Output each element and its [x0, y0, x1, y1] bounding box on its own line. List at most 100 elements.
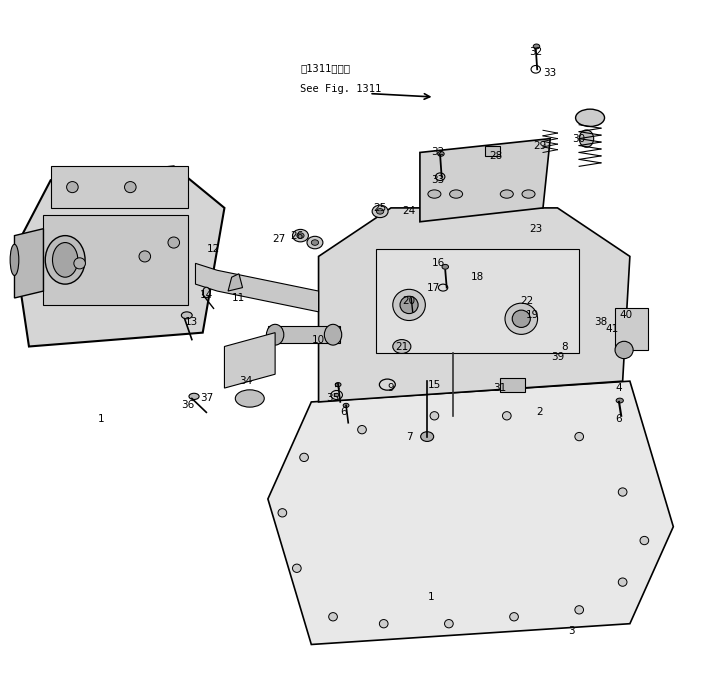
- Ellipse shape: [513, 310, 530, 328]
- Ellipse shape: [300, 453, 308, 462]
- Text: 29: 29: [533, 141, 546, 150]
- Bar: [376, 249, 579, 353]
- Ellipse shape: [307, 236, 323, 249]
- Polygon shape: [14, 229, 43, 298]
- Ellipse shape: [45, 236, 85, 284]
- Ellipse shape: [442, 265, 448, 270]
- Ellipse shape: [500, 190, 513, 198]
- Text: 27: 27: [272, 234, 285, 244]
- Ellipse shape: [292, 564, 301, 572]
- Polygon shape: [224, 333, 275, 388]
- Text: 32: 32: [432, 148, 445, 157]
- Ellipse shape: [400, 296, 418, 313]
- Bar: [51, 166, 188, 208]
- Text: 6: 6: [615, 414, 623, 424]
- Polygon shape: [319, 208, 630, 402]
- Text: 4: 4: [615, 383, 623, 393]
- Bar: [615, 308, 648, 350]
- Ellipse shape: [392, 340, 411, 353]
- Ellipse shape: [139, 251, 151, 262]
- Text: 3: 3: [568, 626, 576, 635]
- Ellipse shape: [181, 312, 193, 319]
- Ellipse shape: [640, 536, 649, 545]
- Ellipse shape: [618, 488, 627, 496]
- Text: 16: 16: [432, 258, 445, 268]
- Ellipse shape: [522, 190, 535, 198]
- Text: 15: 15: [428, 380, 441, 389]
- Bar: [43, 215, 188, 305]
- Ellipse shape: [379, 620, 388, 628]
- Text: 41: 41: [605, 324, 618, 334]
- Text: 1: 1: [427, 593, 434, 602]
- Ellipse shape: [343, 403, 349, 407]
- Text: 18: 18: [471, 272, 484, 282]
- Ellipse shape: [324, 324, 342, 345]
- Ellipse shape: [297, 233, 304, 238]
- Ellipse shape: [437, 151, 444, 157]
- Text: 36: 36: [182, 401, 195, 410]
- Text: 19: 19: [526, 310, 539, 320]
- Ellipse shape: [125, 182, 136, 193]
- Ellipse shape: [10, 245, 19, 275]
- Ellipse shape: [510, 613, 518, 621]
- Ellipse shape: [615, 341, 633, 359]
- Ellipse shape: [575, 606, 584, 614]
- Ellipse shape: [533, 44, 540, 49]
- Ellipse shape: [428, 190, 441, 198]
- Ellipse shape: [334, 393, 339, 396]
- Ellipse shape: [430, 412, 439, 420]
- Text: 1: 1: [98, 414, 105, 424]
- Ellipse shape: [203, 288, 210, 298]
- Text: 10: 10: [312, 335, 325, 344]
- Text: 38: 38: [594, 317, 607, 327]
- Bar: [500, 378, 525, 392]
- Text: 22: 22: [521, 297, 534, 306]
- Text: 31: 31: [493, 383, 506, 393]
- Ellipse shape: [74, 258, 85, 269]
- Text: 14: 14: [200, 290, 213, 299]
- Ellipse shape: [278, 509, 287, 517]
- Text: 9: 9: [387, 383, 395, 393]
- Text: 7: 7: [405, 432, 413, 441]
- Text: 39: 39: [551, 352, 564, 362]
- Text: 30: 30: [573, 134, 586, 143]
- Ellipse shape: [235, 389, 264, 407]
- Text: 5: 5: [333, 383, 340, 393]
- Ellipse shape: [52, 243, 78, 277]
- Ellipse shape: [616, 398, 623, 403]
- Text: 24: 24: [403, 207, 416, 216]
- Polygon shape: [195, 263, 319, 312]
- Bar: [268, 326, 340, 343]
- Ellipse shape: [376, 209, 384, 214]
- Ellipse shape: [505, 304, 537, 334]
- Ellipse shape: [579, 130, 594, 148]
- Polygon shape: [14, 166, 224, 346]
- Ellipse shape: [450, 190, 463, 198]
- Text: 8: 8: [561, 342, 568, 351]
- Ellipse shape: [575, 432, 584, 441]
- Ellipse shape: [266, 324, 284, 345]
- Text: 25: 25: [374, 203, 387, 213]
- Ellipse shape: [445, 620, 453, 628]
- Ellipse shape: [618, 578, 627, 586]
- Ellipse shape: [335, 383, 341, 387]
- Text: 32: 32: [529, 47, 542, 57]
- Text: 37: 37: [200, 394, 213, 403]
- Text: 40: 40: [620, 310, 633, 320]
- Text: See Fig. 1311: See Fig. 1311: [300, 84, 382, 94]
- Ellipse shape: [358, 426, 366, 434]
- Text: 23: 23: [529, 224, 542, 234]
- Text: 12: 12: [207, 245, 220, 254]
- Text: 28: 28: [489, 151, 502, 161]
- Polygon shape: [420, 139, 550, 222]
- Ellipse shape: [329, 613, 337, 621]
- Ellipse shape: [168, 237, 180, 248]
- Text: 13: 13: [185, 317, 198, 327]
- Ellipse shape: [392, 290, 425, 320]
- Bar: [485, 146, 500, 156]
- Ellipse shape: [67, 182, 78, 193]
- Text: 20: 20: [403, 297, 416, 306]
- Polygon shape: [268, 381, 673, 644]
- Ellipse shape: [421, 432, 434, 441]
- Text: 11: 11: [232, 293, 245, 303]
